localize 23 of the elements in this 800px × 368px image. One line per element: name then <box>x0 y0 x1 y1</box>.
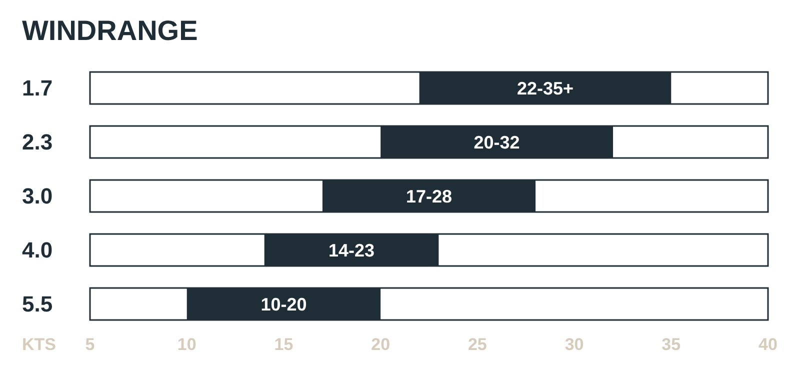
bar <box>322 180 536 212</box>
y-tick-label: 5.5 <box>22 292 53 317</box>
data-label: 20-32 <box>474 132 520 152</box>
data-label: 10-20 <box>260 294 307 314</box>
x-tick-label: 40 <box>758 335 778 354</box>
x-tick-label: 20 <box>371 335 390 354</box>
bar <box>264 234 439 266</box>
data-label: 22-35+ <box>516 78 574 98</box>
data-label: 14-23 <box>328 240 375 260</box>
x-tick-label: 25 <box>468 335 487 354</box>
x-tick-label: 15 <box>274 335 294 354</box>
x-axis-title: KTS <box>22 335 56 354</box>
y-tick-label: 3.0 <box>22 184 53 209</box>
chart-title: WINDRANGE <box>22 15 198 46</box>
x-tick-label: 35 <box>662 335 681 354</box>
x-tick-label: 10 <box>177 335 196 354</box>
x-tick-label: 5 <box>85 335 95 354</box>
y-tick-label: 1.7 <box>22 76 53 101</box>
bar <box>186 288 381 320</box>
y-tick-label: 4.0 <box>22 238 53 263</box>
y-tick-label: 2.3 <box>22 130 53 155</box>
data-label: 17-28 <box>406 186 452 206</box>
x-tick-label: 30 <box>564 335 584 354</box>
